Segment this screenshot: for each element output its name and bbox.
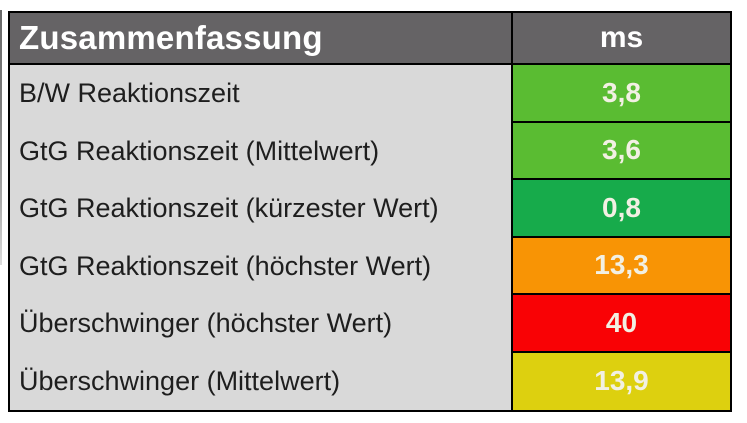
row-label: B/W Reaktionszeit xyxy=(10,65,511,123)
table-row: B/W Reaktionszeit 3,8 xyxy=(10,65,730,123)
table-body: B/W Reaktionszeit 3,8 GtG Reaktionszeit … xyxy=(10,65,730,410)
table-header-row: Zusammenfassung ms xyxy=(10,13,730,65)
table-row: Überschwinger (Mittelwert) 13,9 xyxy=(10,352,730,410)
table-row: GtG Reaktionszeit (kürzester Wert) 0,8 xyxy=(10,180,730,238)
row-value-badge: 40 xyxy=(511,295,730,353)
row-value-badge: 0,8 xyxy=(511,180,730,238)
row-label: Überschwinger (Mittelwert) xyxy=(10,352,511,410)
row-value-badge: 13,3 xyxy=(511,237,730,295)
table-title: Zusammenfassung xyxy=(19,19,323,56)
row-value-badge: 3,8 xyxy=(511,65,730,123)
row-label: GtG Reaktionszeit (höchster Wert) xyxy=(10,237,511,295)
table-row: GtG Reaktionszeit (Mittelwert) 3,6 xyxy=(10,122,730,180)
left-edge-artifact xyxy=(0,10,2,265)
row-value-badge: 13,9 xyxy=(511,352,730,410)
unit-column-header: ms xyxy=(511,13,730,63)
table-row: Überschwinger (höchster Wert) 40 xyxy=(10,295,730,353)
row-label: Überschwinger (höchster Wert) xyxy=(10,295,511,353)
row-value-badge: 3,6 xyxy=(511,122,730,180)
row-label: GtG Reaktionszeit (kürzester Wert) xyxy=(10,180,511,238)
summary-table: Zusammenfassung ms B/W Reaktionszeit 3,8… xyxy=(8,11,732,412)
table-row: GtG Reaktionszeit (höchster Wert) 13,3 xyxy=(10,237,730,295)
row-label: GtG Reaktionszeit (Mittelwert) xyxy=(10,122,511,180)
